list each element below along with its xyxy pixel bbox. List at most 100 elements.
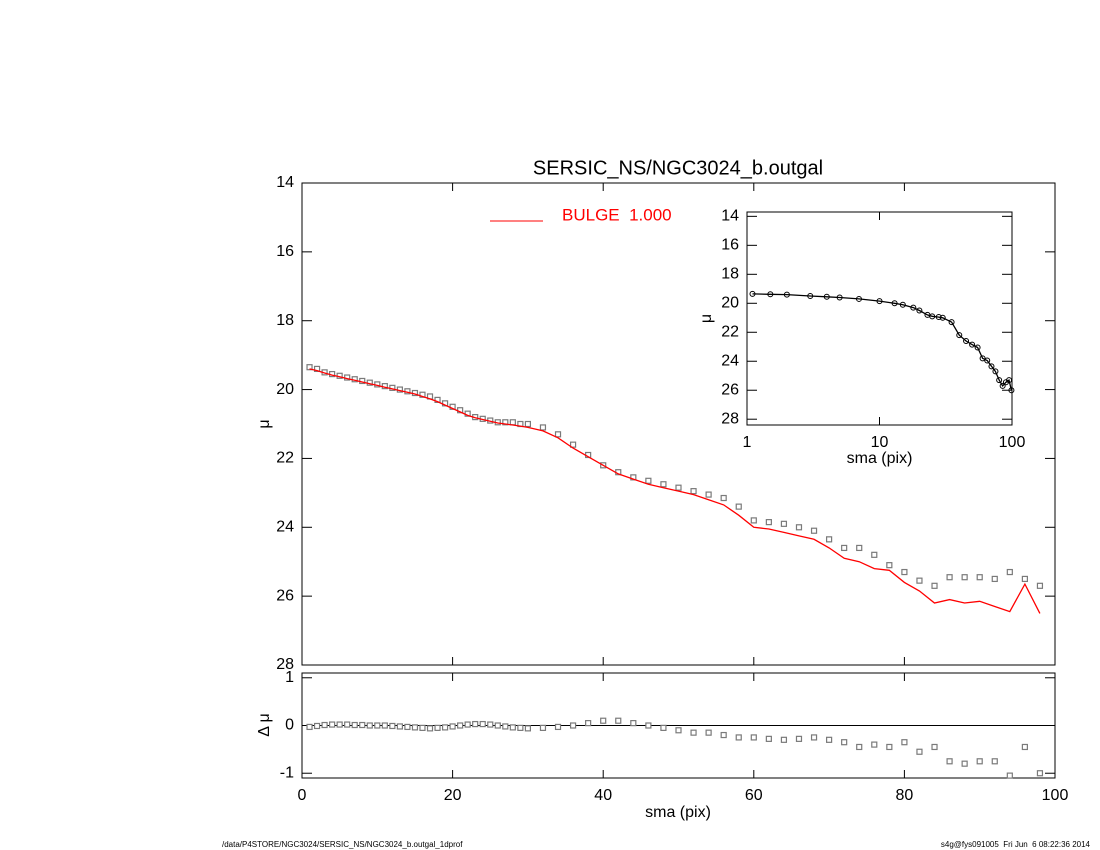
point [1036, 770, 1044, 777]
point [374, 722, 381, 729]
point [419, 391, 426, 398]
point [675, 727, 682, 734]
point [765, 519, 772, 526]
point [690, 729, 697, 736]
point [1008, 387, 1015, 394]
point [1036, 582, 1044, 589]
y-tick-label: 1 [285, 669, 294, 686]
point [509, 419, 516, 426]
y-tick-label: 18 [721, 266, 739, 283]
x-tick-label: 100 [1042, 787, 1069, 804]
point [344, 721, 351, 728]
x-tick-label: 40 [594, 787, 612, 804]
point [329, 721, 336, 728]
point [389, 722, 396, 730]
point [783, 291, 790, 298]
point [963, 337, 970, 344]
point [449, 723, 456, 730]
x-axis-label: sma (pix) [847, 450, 913, 467]
point [916, 307, 923, 314]
point [554, 431, 562, 438]
point [871, 551, 878, 558]
point [675, 484, 682, 491]
point [780, 736, 788, 743]
point [767, 291, 774, 298]
point [585, 720, 592, 727]
point [487, 721, 494, 728]
footer-left: /data/P4STORE/NGC3024/SERSIC_NS/NGC3024_… [222, 840, 463, 849]
point [321, 721, 328, 729]
point [750, 734, 757, 741]
point [690, 488, 697, 495]
point [976, 574, 983, 581]
point [988, 363, 995, 370]
point [351, 721, 358, 729]
y-tick-label: 16 [721, 237, 739, 254]
point [935, 314, 942, 321]
y-tick-label: 14 [276, 174, 294, 191]
x-tick-label: 10 [871, 434, 889, 451]
point [979, 355, 986, 362]
point [630, 474, 637, 481]
y-tick-label: 26 [276, 587, 294, 604]
point [313, 722, 321, 730]
point [735, 503, 742, 510]
point [856, 743, 863, 751]
point [1006, 772, 1013, 779]
point [569, 441, 577, 448]
point [411, 724, 419, 731]
point [434, 724, 441, 731]
point [961, 574, 968, 581]
y-tick-label: 24 [721, 352, 739, 369]
point [886, 743, 893, 751]
point [991, 758, 998, 765]
point [517, 724, 524, 731]
point [999, 382, 1006, 389]
point [313, 365, 321, 373]
point [931, 582, 938, 589]
point [472, 720, 479, 728]
point [336, 721, 343, 728]
point [554, 723, 562, 731]
plot-frame [746, 211, 1013, 426]
x-tick-label: 100 [999, 434, 1026, 451]
x-tick-label: 20 [444, 787, 462, 804]
point [871, 741, 878, 748]
y-tick-label: 26 [721, 381, 739, 398]
point [306, 723, 313, 731]
y-tick-label: 22 [721, 323, 739, 340]
point [705, 491, 712, 498]
point [856, 544, 863, 552]
y-tick-label: -1 [280, 764, 294, 781]
point [1006, 568, 1013, 576]
point [931, 743, 938, 751]
point [419, 724, 426, 731]
point [825, 736, 833, 743]
point [1021, 575, 1028, 583]
chart-title: SERSIC_NS/NGC3024_b.outgal [533, 157, 823, 179]
point [841, 739, 848, 746]
point [765, 735, 772, 742]
point [969, 341, 976, 348]
y-tick-label: 18 [276, 312, 294, 329]
point [720, 494, 727, 502]
point [891, 300, 898, 307]
y-axis-label: μ [256, 419, 273, 428]
point [502, 419, 509, 426]
point [948, 319, 955, 326]
x-tick-label: 1 [743, 434, 752, 451]
point [956, 332, 963, 339]
point [795, 524, 803, 531]
point [441, 724, 449, 731]
point [996, 377, 1003, 384]
point [539, 724, 547, 731]
point [600, 717, 607, 724]
point [750, 517, 757, 524]
point [366, 722, 373, 729]
point [991, 575, 998, 583]
point [910, 304, 917, 311]
point [946, 574, 953, 581]
point [749, 290, 756, 297]
point [795, 735, 803, 742]
point [494, 722, 501, 729]
